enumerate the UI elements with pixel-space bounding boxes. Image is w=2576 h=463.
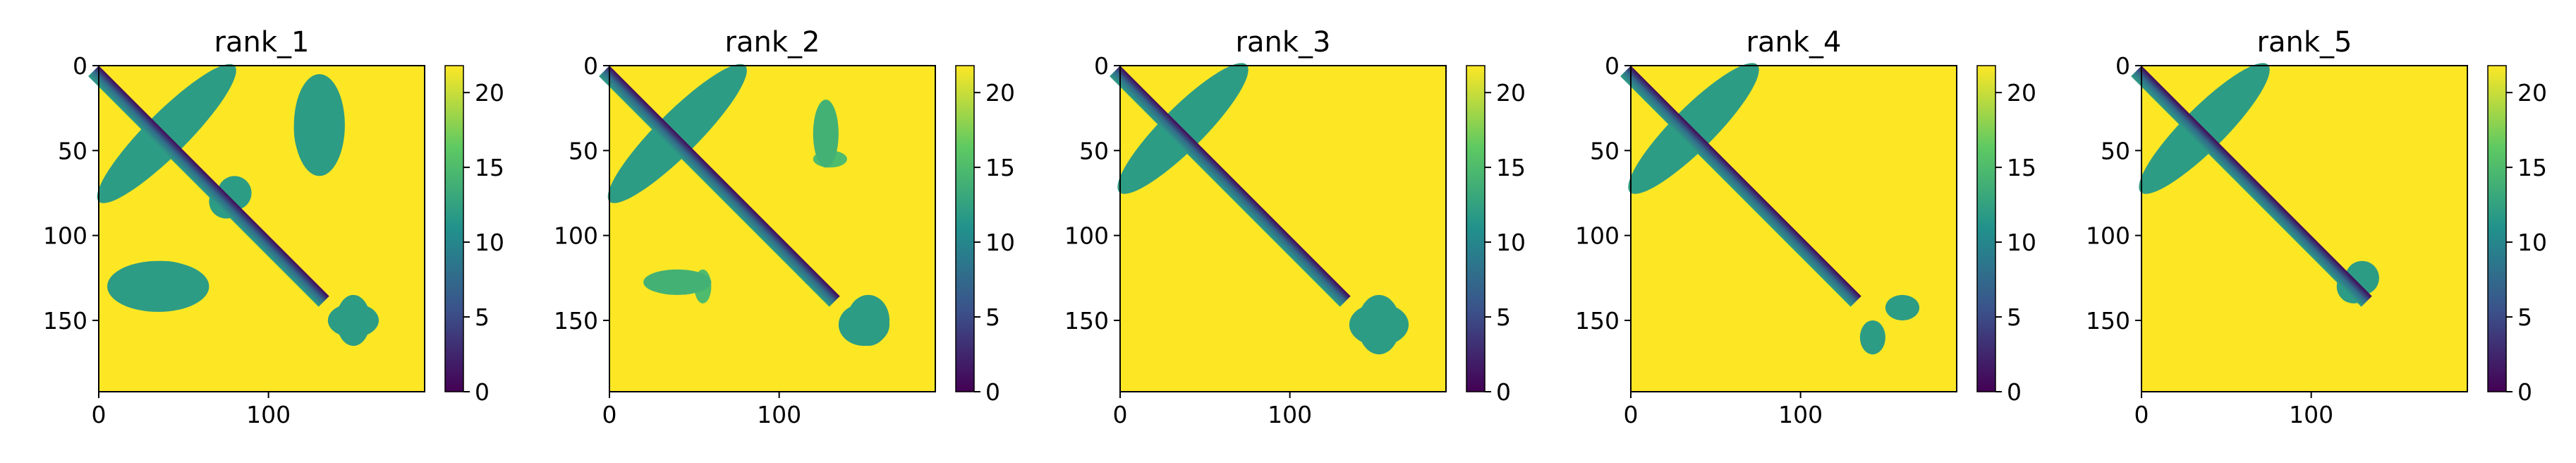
colorbar-tick-label: 5 — [475, 303, 490, 331]
axes-frame — [1119, 65, 1447, 392]
colorbar — [445, 66, 463, 392]
chart-panel-rank-4: rank_4 0 100 0 50 100 150 0 5 10 15 20 — [1575, 26, 2036, 428]
colorbar-tick-label: 10 — [2007, 229, 2036, 256]
axes-frame — [1630, 65, 1957, 392]
colorbar-tick-label: 5 — [2007, 303, 2022, 331]
x-tick-label: 100 — [246, 401, 291, 428]
diagonal-band — [2131, 66, 2372, 402]
contact-region-3 — [107, 260, 209, 312]
y-tick-label: 0 — [2115, 52, 2130, 80]
colorbar-tick-label: 0 — [985, 378, 1000, 406]
x-tick-label: 100 — [2289, 401, 2333, 428]
y-tick-label: 100 — [2086, 222, 2130, 250]
y-tick-label: 50 — [58, 137, 87, 164]
colorbar-tick-label: 15 — [475, 154, 504, 181]
chart-title: rank_2 — [725, 26, 820, 59]
contact-region-1 — [1628, 63, 1759, 194]
x-tick-label: 100 — [1778, 401, 1823, 428]
colorbar-tick-label: 0 — [2517, 378, 2532, 406]
colorbar-tick-label: 10 — [2517, 229, 2547, 256]
colorbar-frame — [1466, 65, 1486, 392]
colorbar-tick-label: 0 — [1496, 378, 1511, 406]
colorbar-tick-label: 15 — [1496, 154, 1526, 181]
chart-title: rank_1 — [214, 26, 310, 59]
colorbar-tick-label: 20 — [475, 79, 504, 107]
colorbar-tick-label: 20 — [985, 79, 1015, 107]
contact-region-mirror-3 — [293, 74, 345, 176]
colorbar-tick-label: 20 — [1496, 79, 1526, 107]
x-tick-label: 0 — [92, 401, 107, 428]
colorbar-tick-label: 10 — [985, 229, 1015, 256]
contact-region-mirror-2 — [1349, 303, 1409, 347]
y-tick-label: 100 — [554, 222, 598, 250]
contact-region-1 — [607, 64, 747, 203]
diagonal-band — [599, 66, 840, 402]
y-tick-label: 50 — [2101, 137, 2130, 164]
x-tick-label: 100 — [757, 401, 801, 428]
y-tick-label: 50 — [1079, 137, 1109, 164]
colorbar-tick-label: 15 — [985, 154, 1015, 181]
y-tick-label: 150 — [43, 307, 87, 335]
y-tick-label: 50 — [1590, 137, 1620, 164]
colorbar-frame — [2487, 65, 2507, 392]
x-tick-label: 0 — [1624, 401, 1639, 428]
y-tick-label: 100 — [43, 222, 87, 250]
chart-panel-rank-3: rank_3 0 100 0 50 100 150 0 5 10 15 20 — [1064, 26, 1526, 428]
colorbar-tick-label: 15 — [2517, 154, 2547, 181]
contact-region-1 — [2139, 63, 2270, 194]
y-tick-label: 100 — [1575, 222, 1620, 250]
y-tick-label: 0 — [1094, 52, 1109, 80]
colorbar-tick-label: 0 — [475, 378, 490, 406]
x-tick-label: 0 — [602, 401, 617, 428]
chart-title: rank_4 — [1746, 26, 1842, 59]
x-tick-label: 0 — [2134, 401, 2149, 428]
contact-region-3 — [643, 269, 712, 295]
y-tick-label: 0 — [1605, 52, 1620, 80]
axes-frame — [2141, 65, 2468, 392]
contact-region-mirror-5 — [327, 303, 379, 337]
colorbar-tick-label: 5 — [985, 303, 1000, 331]
chart-title: rank_5 — [2257, 26, 2352, 59]
colorbar-tick-label: 10 — [475, 229, 504, 256]
colorbar-frame — [444, 65, 464, 392]
contact-region-2 — [1885, 294, 1920, 320]
colorbar — [1977, 66, 1995, 392]
chart-panel-rank-2: rank_2 0 100 0 50 100 150 0 5 10 15 20 — [554, 26, 1015, 428]
colorbar-tick-label: 20 — [2517, 79, 2547, 107]
colorbar-tick-label: 10 — [1496, 229, 1526, 256]
axes-frame — [609, 65, 936, 392]
y-tick-label: 150 — [1575, 307, 1620, 335]
colorbar-tick-label: 5 — [2517, 303, 2532, 331]
x-tick-label: 0 — [1113, 401, 1128, 428]
colorbar-tick-label: 5 — [1496, 303, 1511, 331]
y-tick-label: 150 — [1064, 307, 1109, 335]
colorbar — [2488, 66, 2506, 392]
x-tick-label: 100 — [1268, 401, 1312, 428]
y-tick-label: 150 — [554, 307, 598, 335]
chart-panel-rank-5: rank_5 0 100 0 50 100 150 0 5 10 15 20 — [2086, 26, 2547, 428]
colorbar-frame — [955, 65, 975, 392]
y-tick-label: 0 — [583, 52, 598, 80]
colorbar-frame — [1976, 65, 1996, 392]
chart-panel-rank-1: rank_1 0 100 0 50 100 150 0 5 10 15 20 — [43, 26, 504, 428]
axes-frame — [98, 65, 425, 392]
y-tick-label: 100 — [1064, 222, 1109, 250]
diagonal-band — [1620, 66, 1861, 402]
colorbar-tick-label: 15 — [2007, 154, 2036, 181]
contact-region-mirror-3 — [813, 100, 839, 168]
y-tick-label: 50 — [569, 137, 598, 164]
y-tick-label: 0 — [73, 52, 87, 80]
colorbar-tick-label: 20 — [2007, 79, 2036, 107]
contact-region-mirror-2 — [1859, 320, 1885, 355]
colorbar-tick-label: 0 — [2007, 378, 2022, 406]
chart-title: rank_3 — [1236, 26, 1331, 59]
y-tick-label: 150 — [2086, 307, 2130, 335]
colorbar — [956, 66, 974, 392]
diagonal-band — [88, 66, 329, 402]
colorbar — [1466, 66, 1485, 392]
contact-region-mirror-4 — [838, 303, 890, 347]
